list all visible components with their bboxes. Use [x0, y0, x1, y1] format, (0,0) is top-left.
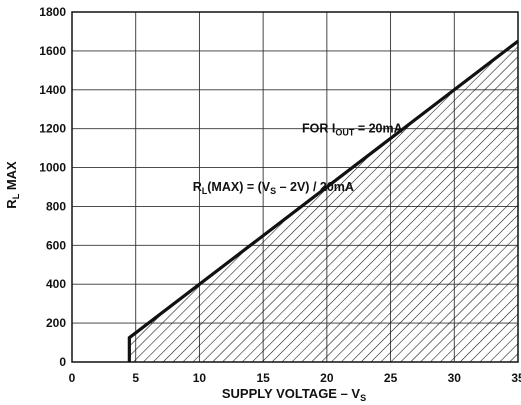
y-tick-label: 1400: [39, 83, 66, 97]
annotation-part: OUT: [335, 128, 355, 138]
y-tick-label: 0: [59, 355, 66, 369]
annotation-part: S: [270, 186, 276, 196]
x-tick-label: 25: [384, 371, 398, 385]
limit-line: [127, 39, 519, 362]
annotations: FOR IOUT = 20mA RL(MAX) = (VS – 2V) / 20m…: [193, 122, 403, 196]
x-tick-label: 10: [193, 371, 207, 385]
y-tick-label: 1000: [39, 161, 66, 175]
plot-frame: [71, 11, 519, 363]
x-tick-label: 15: [256, 371, 270, 385]
y-tick-label: 400: [46, 277, 66, 291]
y-tick-label: 1800: [39, 5, 66, 19]
annotation-part: R: [193, 180, 202, 194]
y-tick-label: 800: [46, 199, 66, 213]
hatched-region: [129, 41, 519, 363]
x-tick-label: 30: [448, 371, 462, 385]
y-tick-label: 1200: [39, 122, 66, 136]
y-tick-label: 600: [46, 238, 66, 252]
x-tick-label: 20: [320, 371, 334, 385]
y-tick-label: 200: [46, 316, 66, 330]
x-tick-label: 35: [511, 371, 521, 385]
y-axis-ticks: 0 200 400 600 800 1000 1200 1400 1600 1800: [39, 5, 66, 369]
plot-area: [127, 39, 519, 363]
annotation-part: – 2V) / 20mA: [276, 180, 354, 194]
annotation-part: FOR I: [302, 122, 335, 136]
annotation: FOR IOUT = 20mA: [302, 122, 403, 138]
annotation: RL(MAX) = (VS – 2V) / 20mA: [193, 180, 354, 196]
x-axis-ticks: 0 5 10 15 20 25 30 35: [69, 371, 521, 385]
x-tick-label: 0: [69, 371, 76, 385]
x-axis-title: SUPPLY VOLTAGE – VS: [222, 386, 366, 403]
annotation-part: (MAX) = (V: [207, 180, 271, 194]
annotation-part: L: [202, 186, 208, 196]
y-tick-label: 1600: [39, 44, 66, 58]
x-tick-label: 5: [132, 371, 139, 385]
annotation-part: = 20mA: [354, 122, 402, 136]
y-axis-title: RL MAX: [4, 161, 21, 209]
